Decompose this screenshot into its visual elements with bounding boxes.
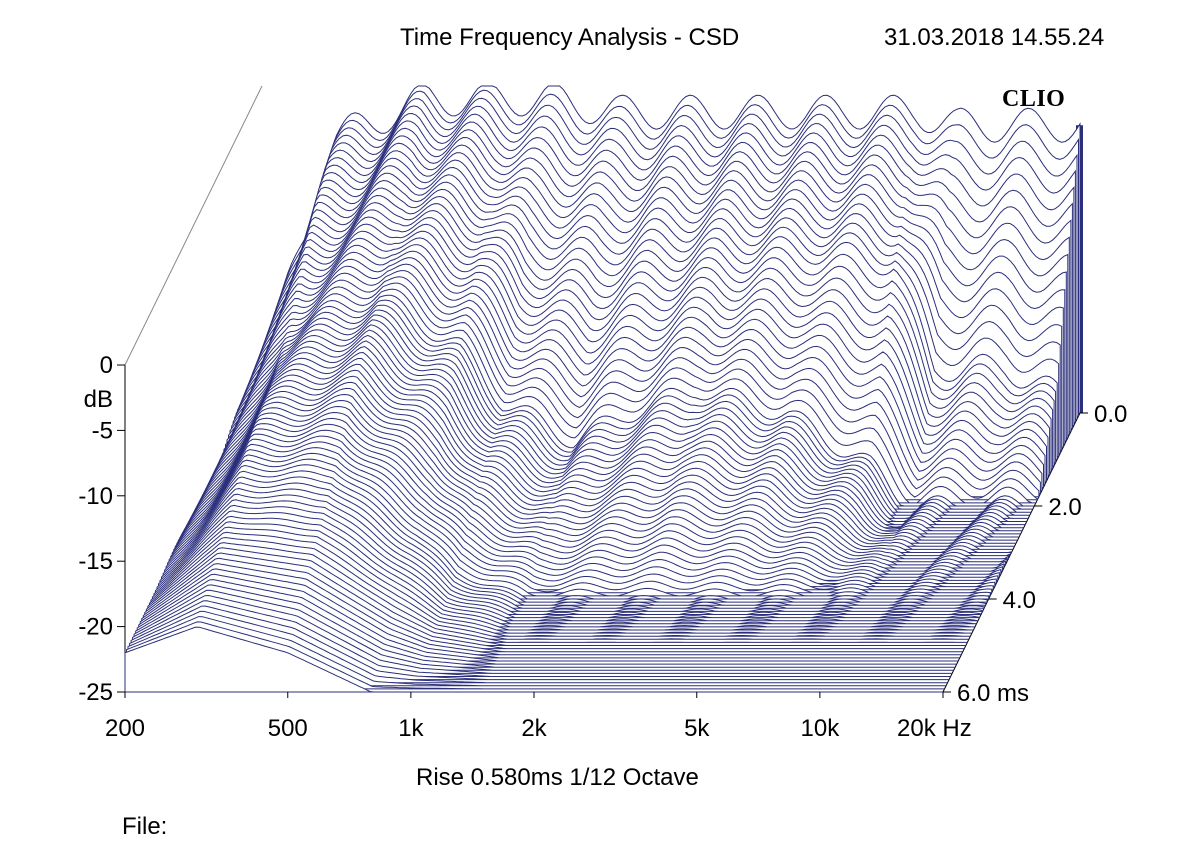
decay-slice bbox=[124, 626, 943, 693]
file-label: File: bbox=[122, 813, 168, 840]
y-unit-label: dB bbox=[84, 386, 113, 413]
y-tick-label: -25 bbox=[78, 679, 113, 706]
y-tick-label: -5 bbox=[92, 417, 113, 444]
y-tick-label: 0 bbox=[100, 352, 113, 379]
z-tick-label: 4.0 bbox=[1003, 587, 1036, 614]
chart-datetime: 31.03.2018 14.55.24 bbox=[884, 24, 1105, 51]
decay-slices bbox=[124, 85, 1081, 693]
z-tick-label: 2.0 bbox=[1048, 494, 1081, 521]
clio-logo: CLIO bbox=[1002, 86, 1066, 112]
y-tick-label: -10 bbox=[78, 483, 113, 510]
x-tick-label: 5k bbox=[684, 715, 710, 742]
x-tick-label: 10k bbox=[801, 715, 841, 742]
z-tick-label: 0.0 bbox=[1094, 401, 1127, 428]
decay-slice bbox=[126, 621, 945, 690]
x-tick-label: 1k bbox=[398, 715, 424, 742]
x-tick-label: 20k Hz bbox=[897, 715, 972, 742]
analysis-settings: Rise 0.580ms 1/12 Octave bbox=[416, 764, 699, 791]
chart-title: Time Frequency Analysis - CSD bbox=[400, 24, 740, 51]
y-tick-label: -15 bbox=[78, 548, 113, 575]
axis-ticks: 0 -5 -10 -15 -20 -25 dB 200 500 1k 2k 5k 10k 20k Hz 0.… bbox=[78, 352, 1127, 742]
x-tick-label: 500 bbox=[268, 715, 308, 742]
x-tick-label: 200 bbox=[105, 715, 145, 742]
y-tick-label: -20 bbox=[78, 614, 113, 641]
z-tick-label: 6.0 ms bbox=[957, 680, 1029, 707]
x-tick-label: 2k bbox=[521, 715, 547, 742]
top-left-edge bbox=[124, 85, 263, 366]
